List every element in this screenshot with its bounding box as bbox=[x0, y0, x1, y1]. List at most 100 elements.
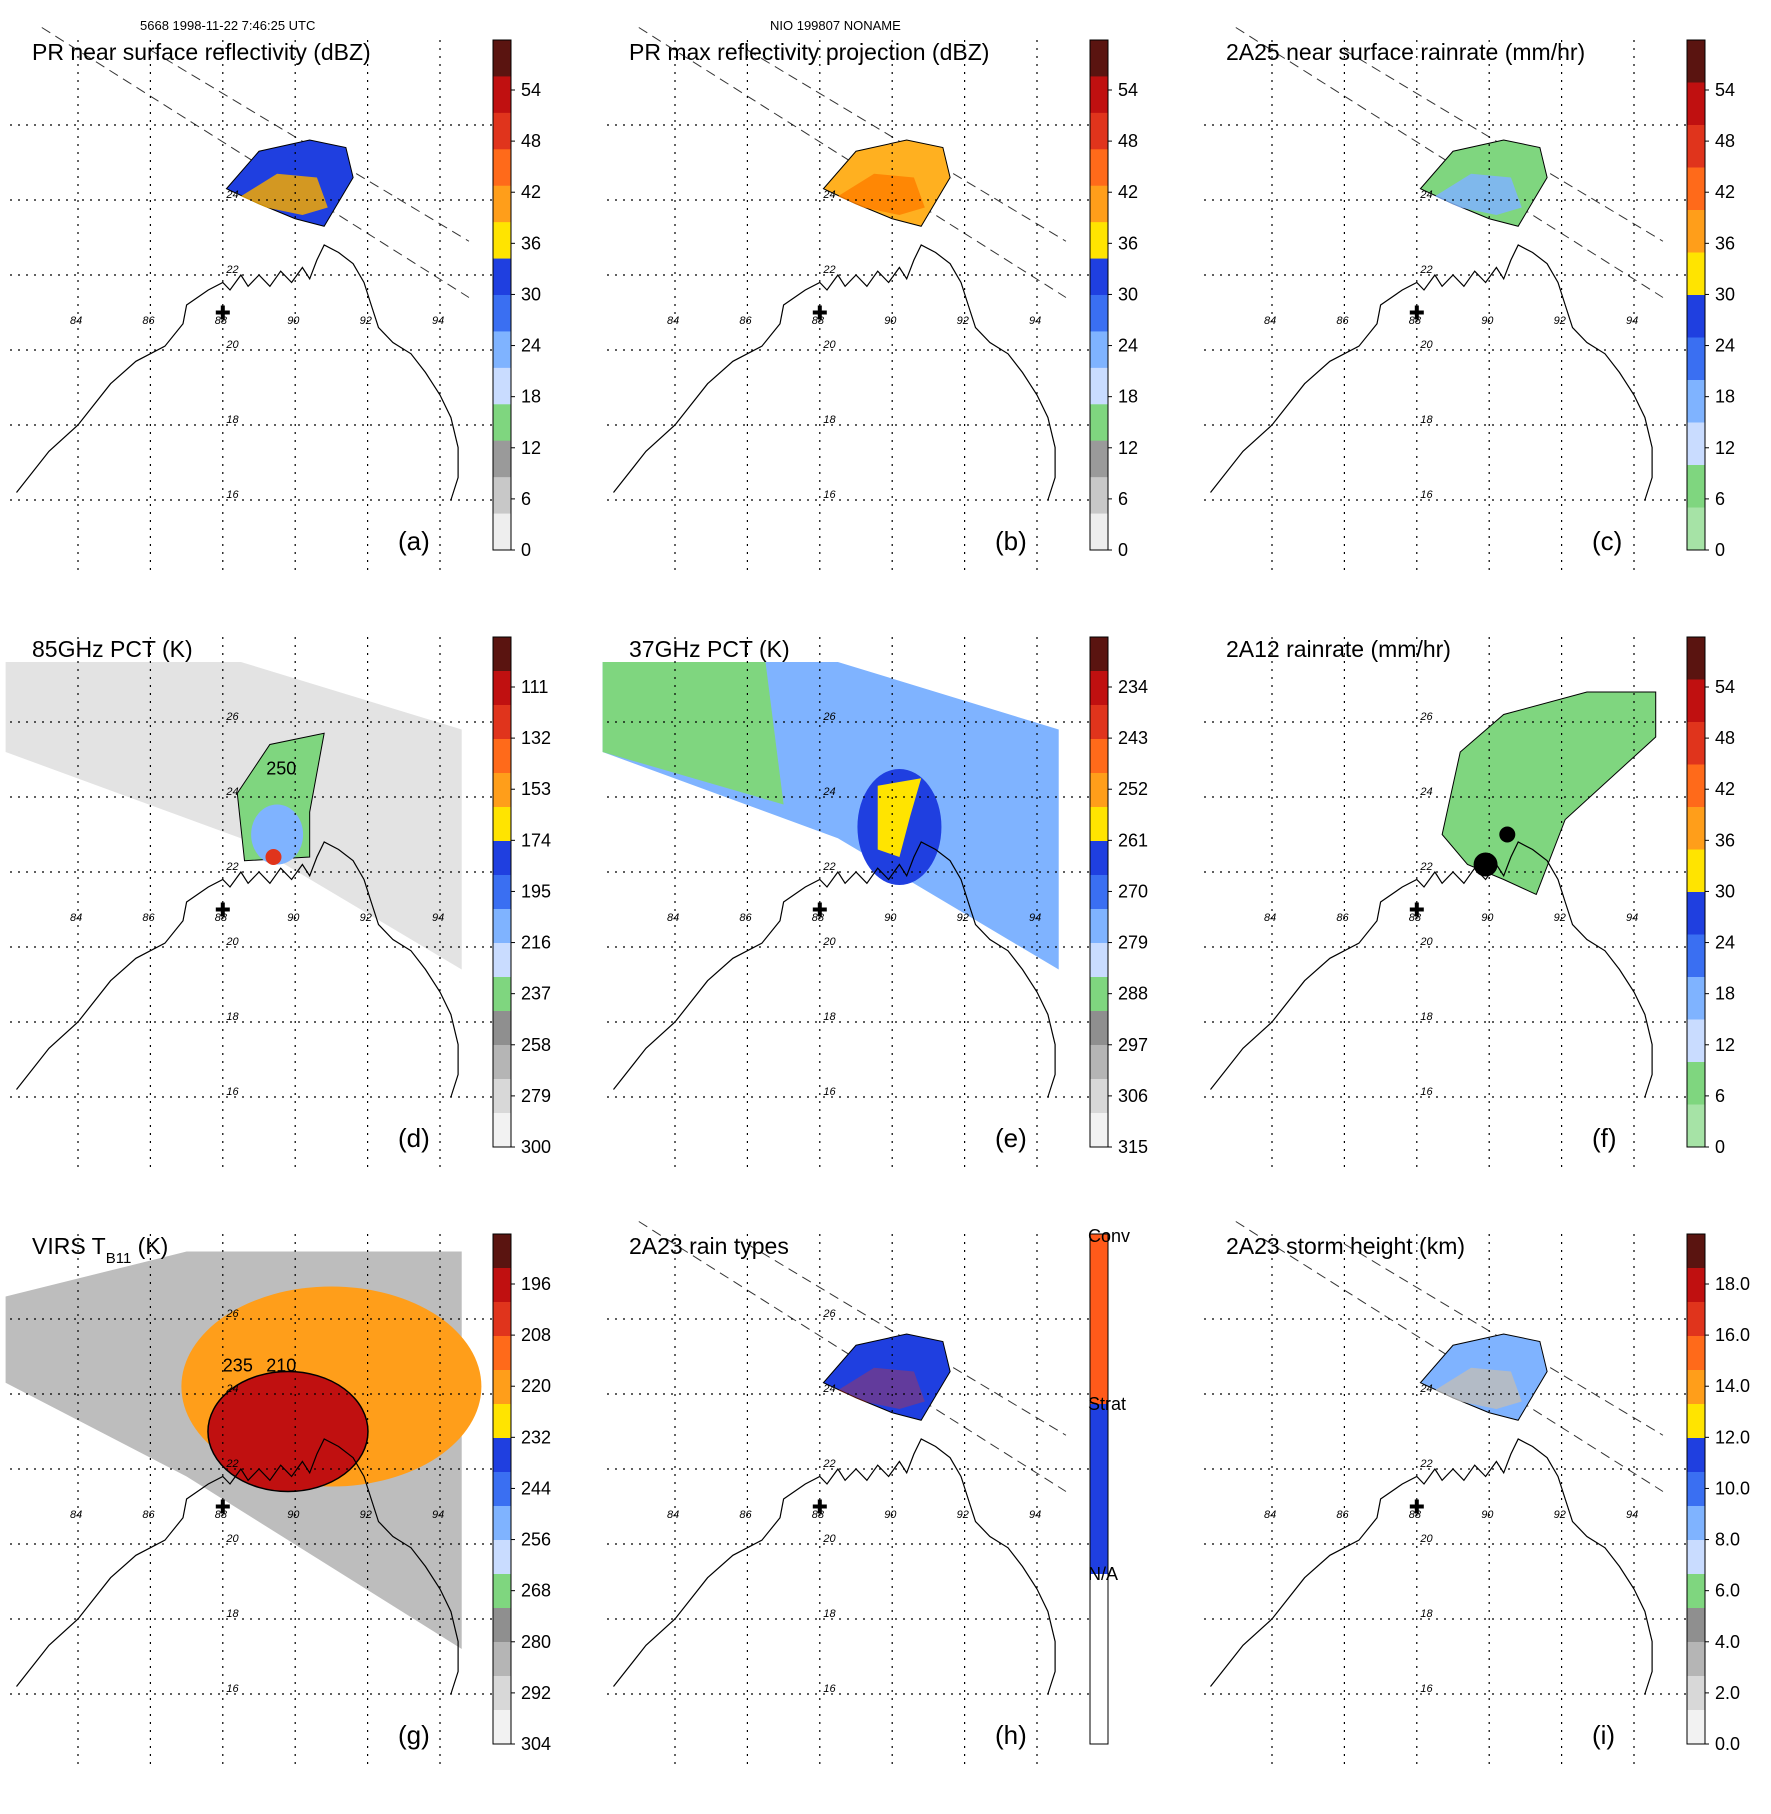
lon-label: 94 bbox=[1029, 1509, 1041, 1521]
colorbar-segment bbox=[493, 637, 511, 672]
colorbar-label: 216 bbox=[521, 933, 551, 953]
colorbar-segment bbox=[1090, 185, 1108, 223]
panel-letter: (f) bbox=[1592, 1123, 1617, 1153]
colorbar-label: 48 bbox=[521, 131, 541, 151]
colorbar-label: 232 bbox=[521, 1427, 551, 1447]
lat-label: 22 bbox=[822, 861, 835, 873]
precip-core bbox=[837, 1367, 925, 1409]
colorbar-segment bbox=[493, 1234, 511, 1269]
panel-letter: (g) bbox=[398, 1720, 430, 1750]
colorbar-segment bbox=[1090, 295, 1108, 332]
lat-label: 20 bbox=[1419, 1533, 1433, 1545]
colorbar-label: 297 bbox=[1118, 1035, 1148, 1055]
colorbar-segment bbox=[493, 1302, 511, 1337]
lat-label: 24 bbox=[225, 786, 238, 798]
colorbar-segment bbox=[1687, 977, 1705, 1020]
storm-center-marker bbox=[812, 305, 827, 320]
orbit-time-header: 5668 1998-11-22 7:46:25 UTC bbox=[140, 18, 316, 33]
colorbar-segment bbox=[1687, 892, 1705, 935]
contour-label: 235 bbox=[223, 1356, 253, 1376]
lat-label: 16 bbox=[226, 1683, 239, 1695]
colorbar-label: 36 bbox=[1715, 233, 1735, 253]
panel-title: PR max reflectivity projection (dBZ) bbox=[629, 39, 989, 65]
contour-label: 250 bbox=[266, 759, 296, 779]
colorbar-label: 195 bbox=[521, 881, 551, 901]
panel-title: 85GHz PCT (K) bbox=[32, 636, 193, 662]
colorbar-segment bbox=[1687, 295, 1705, 338]
panel-letter: (a) bbox=[398, 526, 430, 556]
lon-label: 84 bbox=[667, 315, 679, 327]
colorbar-segment bbox=[1687, 1574, 1705, 1609]
colorbar-segment bbox=[493, 909, 511, 944]
colorbar-label: 6 bbox=[521, 489, 531, 509]
lon-label: 94 bbox=[432, 912, 444, 924]
colorbar-segment bbox=[1687, 167, 1705, 211]
colorbar-label: 24 bbox=[521, 336, 541, 356]
colorbar-label: 42 bbox=[521, 182, 541, 202]
colorbar-label: 174 bbox=[521, 830, 551, 850]
colorbar-label: 48 bbox=[1118, 131, 1138, 151]
colorbar-segment bbox=[493, 513, 511, 551]
colorbar-segment bbox=[493, 76, 511, 114]
panel-h: 84 86 88 90 92 94 26 24 22 20 18 16 2A23 rain types(… bbox=[597, 1221, 1167, 1814]
colorbar-segment bbox=[1090, 909, 1108, 944]
lat-label: 22 bbox=[1419, 264, 1432, 276]
colorbar-segment bbox=[493, 149, 511, 187]
panel-title: 2A23 rain types bbox=[629, 1233, 789, 1259]
colorbar-label: 36 bbox=[1118, 233, 1138, 253]
panel-letter: (h) bbox=[995, 1720, 1027, 1750]
colorbar-segment bbox=[493, 1574, 511, 1609]
colorbar-segment bbox=[493, 1608, 511, 1643]
tmi-swath bbox=[5, 662, 462, 970]
colorbar-frame bbox=[1686, 636, 1706, 1148]
colorbar-label: 288 bbox=[1118, 984, 1148, 1004]
storm-name-header: NIO 199807 NONAME bbox=[770, 18, 901, 33]
colorbar-segment bbox=[1090, 807, 1108, 842]
colorbar-segment bbox=[1687, 1302, 1705, 1337]
rain-area bbox=[1441, 691, 1657, 896]
colorbar-segment bbox=[1090, 367, 1108, 405]
lon-label: 86 bbox=[142, 912, 155, 924]
swath-edge-line bbox=[638, 27, 1067, 298]
colorbar-label: 111 bbox=[521, 677, 548, 697]
lat-label: 16 bbox=[823, 1683, 836, 1695]
lon-label: 86 bbox=[142, 315, 155, 327]
lat-label: 22 bbox=[225, 264, 238, 276]
colorbar-segment bbox=[1090, 1234, 1108, 1404]
colorbar-label: 6 bbox=[1715, 489, 1725, 509]
lat-label: 16 bbox=[1420, 1683, 1433, 1695]
colorbar-segment bbox=[1090, 40, 1108, 77]
colorbar-label: 153 bbox=[521, 779, 551, 799]
lat-label: 18 bbox=[226, 414, 239, 426]
colorbar-segment bbox=[493, 1113, 511, 1148]
panel-title-text: 37GHz PCT (K) bbox=[629, 636, 790, 662]
colorbar-frame bbox=[1686, 1233, 1706, 1745]
lat-label: 24 bbox=[1419, 786, 1432, 798]
colorbar-frame bbox=[1089, 636, 1109, 1148]
lon-label: 94 bbox=[1626, 315, 1638, 327]
lon-label: 94 bbox=[1029, 315, 1041, 327]
lat-label: 16 bbox=[1420, 489, 1433, 501]
colorbar-segment bbox=[1090, 76, 1108, 114]
colorbar-segment bbox=[493, 1045, 511, 1080]
panel-title: VIRS TB11 (K) bbox=[32, 1233, 168, 1267]
colorbar-label: 237 bbox=[521, 984, 551, 1004]
colorbar-segment bbox=[493, 773, 511, 808]
colorbar-label: 132 bbox=[521, 728, 551, 748]
lat-label: 26 bbox=[225, 1308, 239, 1320]
colorbar-label: 12.0 bbox=[1715, 1427, 1750, 1447]
colorbar: 18.0 16.0 14.0 12.0 10.0 8.0 6.0 4.0 2.0 0.0 bbox=[1686, 1233, 1750, 1754]
colorbar: Conv Strat N/A bbox=[1088, 1226, 1130, 1745]
colorbar-label: 220 bbox=[521, 1376, 551, 1396]
lat-label: 16 bbox=[823, 1086, 836, 1098]
panel-title: 2A12 rainrate (mm/hr) bbox=[1226, 636, 1451, 662]
lon-label: 90 bbox=[1481, 315, 1494, 327]
colorbar-label: 36 bbox=[1715, 830, 1735, 850]
